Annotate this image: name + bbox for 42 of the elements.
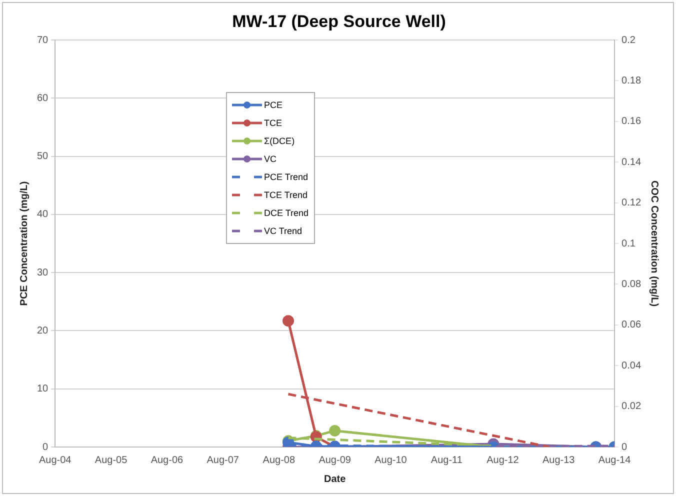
legend-label: VC bbox=[264, 154, 277, 164]
y2-tick-label: 0.08 bbox=[622, 278, 642, 290]
x-tick-label: Aug-11 bbox=[430, 454, 463, 466]
y2-tick-label: 0.2 bbox=[622, 34, 636, 46]
y2-tick-label: 0.02 bbox=[622, 401, 642, 412]
y2-axis-title: COC Concentration (mg/L) bbox=[648, 180, 660, 307]
y2-tick-label: 0 bbox=[622, 442, 628, 453]
legend-label: Σ(DCE) bbox=[264, 136, 295, 146]
y-tick-label: 10 bbox=[37, 384, 49, 395]
legend-label: PCE bbox=[264, 100, 283, 110]
chart-title: MW-17 (Deep Source Well) bbox=[231, 12, 447, 32]
y-tick-label: 30 bbox=[37, 267, 49, 278]
y-tick-label: 50 bbox=[37, 151, 49, 162]
y2-tick-label: 0.14 bbox=[622, 156, 642, 168]
legend-label: PCE Trend bbox=[264, 172, 308, 182]
y-tick-label: 60 bbox=[37, 92, 49, 104]
legend-label: TCE bbox=[264, 118, 282, 128]
x-tick-label: Aug-09 bbox=[318, 454, 352, 466]
x-tick-label: Aug-10 bbox=[374, 454, 408, 466]
y-tick-label: 40 bbox=[37, 209, 49, 220]
x-tick-label: Aug-13 bbox=[542, 454, 576, 466]
y2-tick-label: 0.12 bbox=[622, 198, 642, 209]
y-tick-label: 70 bbox=[37, 34, 49, 46]
y2-tick-label: 0.1 bbox=[622, 238, 636, 250]
y-tick-label: 20 bbox=[37, 325, 49, 336]
y2-tick-label: 0.16 bbox=[622, 116, 642, 128]
x-tick-label: Aug-08 bbox=[262, 454, 296, 466]
legend-label: VC Trend bbox=[264, 226, 302, 236]
x-tick-label: Aug-04 bbox=[39, 454, 72, 466]
y2-tick-label: 0.04 bbox=[622, 360, 642, 372]
y-tick-label: 0 bbox=[42, 442, 49, 453]
legend-label: DCE Trend bbox=[264, 208, 309, 218]
y2-tick-label: 0.06 bbox=[622, 320, 642, 331]
x-tick-label: Aug-14 bbox=[598, 454, 632, 466]
x-tick-label: Aug-05 bbox=[94, 454, 128, 466]
x-tick-label: Aug-06 bbox=[150, 454, 184, 466]
x-tick-label: Aug-07 bbox=[206, 454, 240, 466]
legend-label: TCE Trend bbox=[264, 190, 308, 200]
y2-tick-label: 0.18 bbox=[622, 75, 642, 86]
y-axis-title: PCE Concentration (mg/L) bbox=[18, 181, 30, 306]
x-tick-label: Aug-12 bbox=[486, 454, 520, 466]
x-axis-title: Date bbox=[324, 474, 346, 485]
